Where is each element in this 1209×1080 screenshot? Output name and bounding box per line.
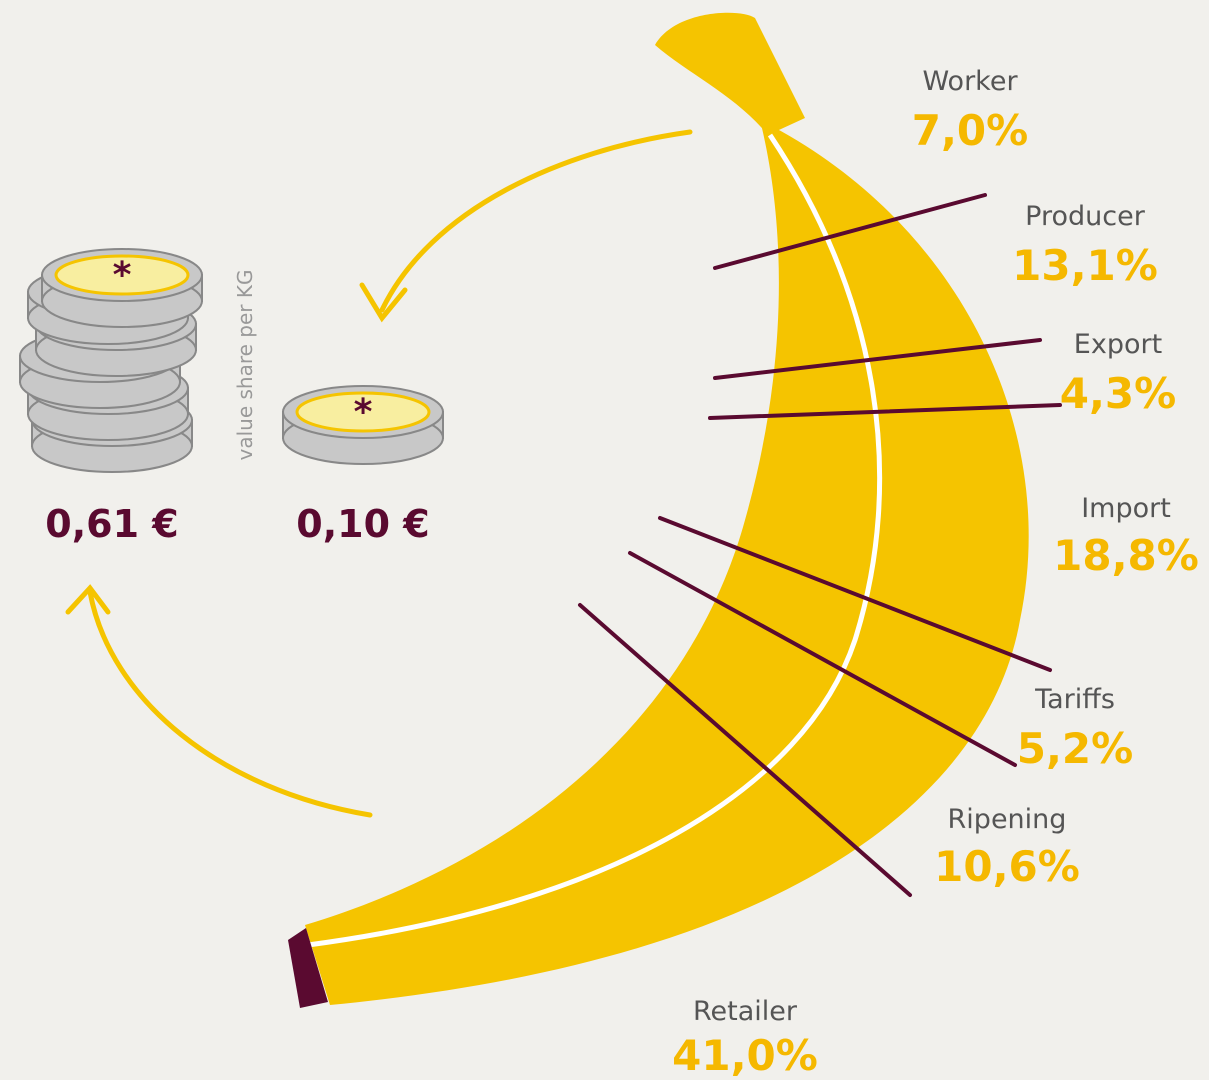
coin-amount: 0,10 €	[296, 502, 429, 546]
segment-share: 41,0%	[672, 1031, 818, 1080]
segment-label: Retailer	[693, 996, 798, 1027]
segment-label: Producer	[1025, 201, 1146, 232]
segment-label: Worker	[922, 66, 1018, 97]
segment-share: 18,8%	[1053, 531, 1199, 580]
segment-label: Tariffs	[1034, 684, 1115, 715]
segment-share: 5,2%	[1017, 724, 1133, 773]
segment-label: Ripening	[948, 804, 1067, 835]
segment-share: 13,1%	[1012, 241, 1158, 290]
coin-star: *	[113, 255, 132, 296]
segment-share: 10,6%	[934, 842, 1080, 891]
segment-label: Export	[1074, 329, 1162, 360]
coin-amount: 0,61 €	[45, 502, 178, 546]
segment-share: 4,3%	[1060, 369, 1176, 418]
coin-star: *	[354, 392, 373, 433]
segment-share: 7,0%	[912, 106, 1028, 155]
coin-caption: value share per KG	[233, 270, 257, 461]
segment-label: Import	[1081, 493, 1171, 524]
infographic: * * value share per KG 0,61 € 0,10 € Work…	[0, 0, 1209, 1080]
page: * * value share per KG 0,61 € 0,10 € Work…	[0, 0, 1209, 1080]
